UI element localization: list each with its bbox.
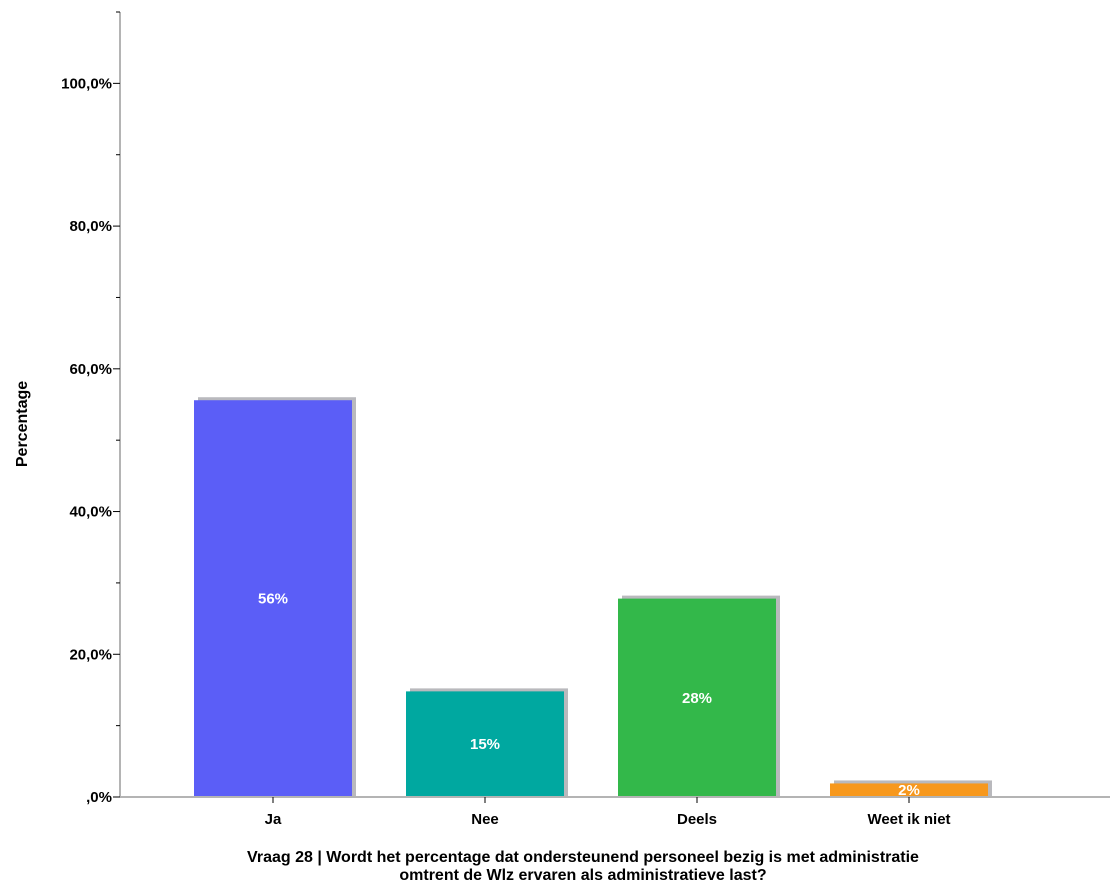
bar-data-label: 15% [470,736,500,753]
axes-group [119,12,1110,798]
bar [830,783,988,797]
x-axis-title-line-2: omtrent de Wlz ervaren als administratie… [399,867,766,884]
x-tick-label: Deels [677,811,717,828]
y-tick-label: 40,0% [69,504,112,521]
y-tick-label: 80,0% [69,218,112,235]
bar-labels-group: 56% 15% 28% 2% [258,591,920,800]
bar-data-label: 2% [898,782,920,799]
x-tick-label: Ja [265,811,282,828]
y-tick-label: 60,0% [69,361,112,378]
bar [194,400,352,797]
y-tick-label: 20,0% [69,646,112,663]
y-axis-title: Percentage [14,381,31,467]
bar [406,691,564,797]
y-tick-label: 100,0% [61,75,112,92]
bars-group [194,397,992,797]
bar-data-label: 28% [682,690,712,707]
x-tick-label: Nee [471,811,499,828]
bar [618,598,776,797]
y-tick-label: ,0% [86,789,112,806]
y-ticks-group: ,0% 20,0% 40,0% 60,0% 80,0% 100,0% [61,11,120,806]
bar-data-label: 56% [258,591,288,608]
x-tick-label: Weet ik niet [867,811,950,828]
x-ticks-group: Ja Nee Deels Weet ik niet [265,797,951,828]
x-axis-title-line-1: Vraag 28 | Wordt het percentage dat onde… [247,849,919,866]
